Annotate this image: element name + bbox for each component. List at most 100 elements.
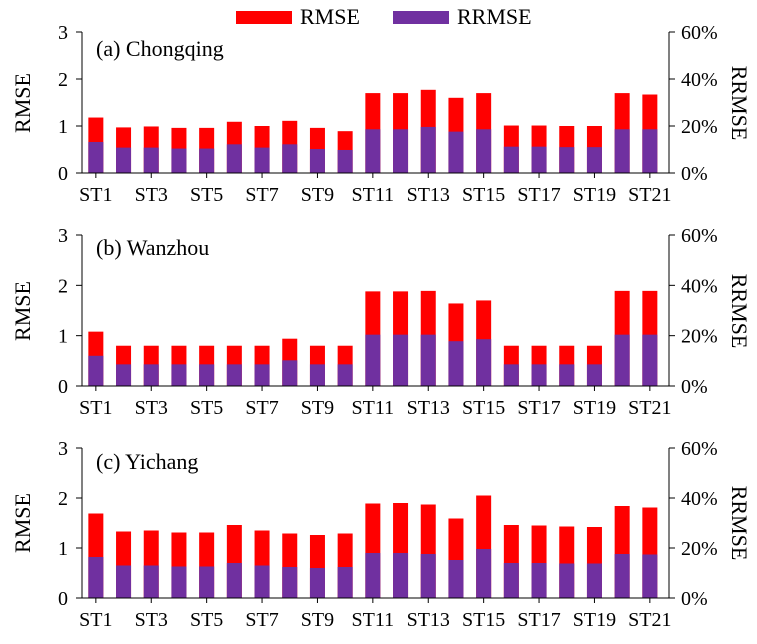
- x-tick-label: ST5: [190, 184, 223, 206]
- y-tick-label-right: 60%: [681, 225, 718, 247]
- bar-rrmse: [365, 553, 381, 598]
- y-tick-label-right: 40%: [681, 69, 718, 91]
- y-tick-label-left: 3: [58, 438, 68, 460]
- bar-rrmse: [642, 129, 658, 173]
- legend-swatch-rmse: [236, 11, 292, 24]
- y-tick-label-right: 60%: [681, 438, 718, 460]
- bar-rrmse: [393, 553, 409, 598]
- bar-rrmse: [254, 364, 270, 386]
- bar-rrmse: [199, 566, 215, 598]
- x-tick-label: ST7: [245, 609, 278, 631]
- bar-rrmse: [337, 567, 353, 598]
- bar-rrmse: [365, 129, 381, 173]
- bar-rrmse: [531, 364, 547, 386]
- bar-rrmse: [586, 147, 602, 173]
- bar-rrmse: [116, 565, 132, 598]
- bar-rrmse: [420, 334, 436, 386]
- bars: [88, 89, 658, 173]
- bar-rrmse: [586, 563, 602, 598]
- bar-rrmse: [503, 146, 519, 173]
- bar-rrmse: [476, 129, 492, 173]
- x-tick-label: ST3: [135, 184, 168, 206]
- bar-rrmse: [199, 364, 215, 386]
- bar-rrmse: [282, 144, 298, 173]
- chart-panel-wanzhou: (b) Wanzhou RMSE RRMSE 0 1 2 3 0% 20% 40% 60% ST…: [10, 225, 752, 419]
- x-tick-label: ST11: [352, 609, 395, 631]
- legend-label-rmse: RMSE: [300, 4, 360, 29]
- bar-rrmse: [254, 565, 270, 598]
- x-tick-label: ST13: [407, 184, 450, 206]
- y-tick-label-left: 0: [58, 163, 68, 185]
- bar-rrmse: [365, 334, 381, 386]
- bar-rrmse: [88, 355, 104, 386]
- panel-title: (b) Wanzhou: [96, 235, 209, 260]
- y-tick-label-left: 1: [58, 116, 68, 138]
- x-tick-label: ST9: [301, 609, 334, 631]
- bar-rrmse: [309, 568, 325, 598]
- y-tick-label-left: 1: [58, 538, 68, 560]
- y-tick-label-right: 0%: [681, 376, 708, 398]
- bar-rrmse: [448, 131, 464, 173]
- panel-title: (c) Yichang: [96, 449, 198, 474]
- x-tick-label: ST19: [573, 609, 616, 631]
- x-tick-label: ST9: [301, 397, 334, 419]
- x-tick-label: ST19: [573, 397, 616, 419]
- bar-rrmse: [171, 148, 187, 173]
- bar-rrmse: [337, 149, 353, 173]
- bar-rrmse: [282, 360, 298, 386]
- x-tick-label: ST1: [79, 397, 112, 419]
- axes: 0 1 2 3 0% 20% 40% 60% ST1 ST3 ST5 ST7 ST9 ST11 ST13 ST…: [58, 438, 718, 631]
- legend-label-rrmse: RRMSE: [457, 4, 532, 29]
- x-tick-label: ST7: [245, 397, 278, 419]
- y-tick-label-left: 3: [58, 22, 68, 44]
- y-axis-label-right: RRMSE: [727, 274, 752, 349]
- y-tick-label-right: 0%: [681, 163, 708, 185]
- y-tick-label-left: 2: [58, 488, 68, 510]
- bar-rrmse: [476, 549, 492, 598]
- y-tick-label-left: 0: [58, 376, 68, 398]
- bar-rrmse: [614, 554, 630, 598]
- x-tick-label: ST17: [517, 184, 560, 206]
- y-tick-label-right: 40%: [681, 488, 718, 510]
- y-tick-label-right: 0%: [681, 588, 708, 610]
- x-tick-label: ST3: [135, 609, 168, 631]
- bar-rrmse: [642, 554, 658, 598]
- bar-rrmse: [337, 364, 353, 386]
- bar-rrmse: [171, 566, 187, 598]
- bar-rrmse: [116, 364, 132, 386]
- chart-panel-chongqing: (a) Chongqing RMSE RRMSE 0 1 2 3 0% 20% 40% 60%…: [10, 22, 752, 206]
- x-tick-label: ST5: [190, 397, 223, 419]
- bars: [88, 495, 658, 598]
- x-tick-label: ST11: [352, 184, 395, 206]
- bar-rrmse: [531, 146, 547, 173]
- bar-rrmse: [420, 554, 436, 598]
- bar-rrmse: [393, 129, 409, 173]
- bar-rrmse: [559, 147, 575, 173]
- bar-rrmse: [448, 341, 464, 386]
- bar-rrmse: [309, 364, 325, 386]
- x-tick-label: ST21: [628, 184, 671, 206]
- x-tick-label: ST7: [245, 184, 278, 206]
- x-tick-label: ST13: [407, 609, 450, 631]
- x-tick-label: ST5: [190, 609, 223, 631]
- legend: RMSE RRMSE: [236, 4, 532, 29]
- chart-panel-yichang: (c) Yichang RMSE RRMSE 0 1 2 3 0% 20% 40% 60% ST…: [10, 438, 752, 631]
- y-axis-label-left: RMSE: [10, 281, 35, 341]
- y-axis-label-right: RRMSE: [727, 66, 752, 141]
- bar-rrmse: [226, 364, 242, 386]
- y-axis-label-left: RMSE: [10, 73, 35, 133]
- bar-rrmse: [503, 364, 519, 386]
- bar-rrmse: [88, 141, 104, 173]
- x-tick-label: ST15: [462, 397, 505, 419]
- x-tick-label: ST15: [462, 184, 505, 206]
- bar-rrmse: [614, 129, 630, 173]
- x-tick-label: ST21: [628, 397, 671, 419]
- axes: 0 1 2 3 0% 20% 40% 60% ST1 ST3 ST5 ST7 ST9 ST11 ST13 ST…: [58, 225, 718, 419]
- bars: [88, 290, 658, 386]
- bar-rrmse: [88, 557, 104, 598]
- bar-rrmse: [226, 144, 242, 173]
- bar-rrmse: [559, 563, 575, 598]
- y-tick-label-left: 3: [58, 225, 68, 247]
- bar-rrmse: [143, 364, 159, 386]
